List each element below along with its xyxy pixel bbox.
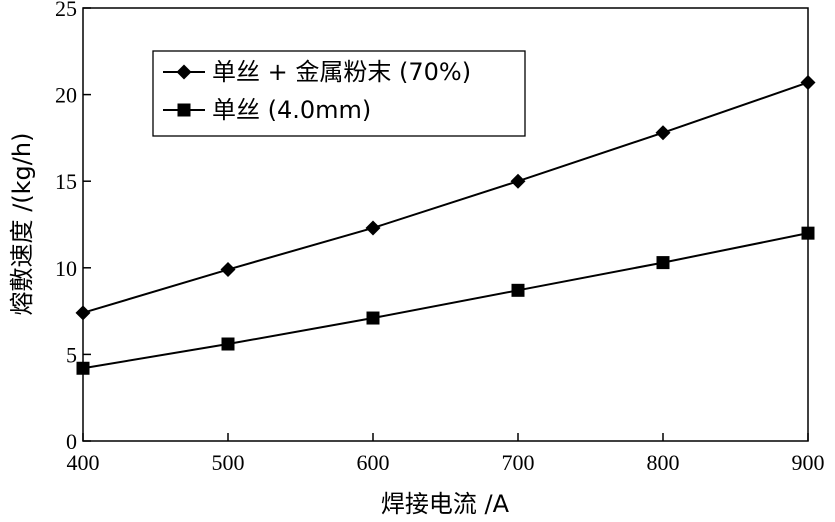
y-axis-title: 熔敷速度 /(kg/h) xyxy=(8,133,36,316)
x-tick-label: 500 xyxy=(212,450,245,475)
y-tick-label: 15 xyxy=(55,169,77,194)
plot-frame xyxy=(82,7,809,442)
data-point-square xyxy=(656,256,670,270)
data-point-square xyxy=(801,226,815,240)
x-tick-label: 600 xyxy=(357,450,390,475)
data-point-square xyxy=(76,361,90,375)
data-point-square xyxy=(366,311,380,325)
y-tick-label: 25 xyxy=(55,0,77,21)
y-tick-label: 10 xyxy=(55,256,77,281)
series-layer xyxy=(75,74,816,375)
x-tick-label: 800 xyxy=(647,450,680,475)
legend-label: 单丝 (4.0mm) xyxy=(212,96,371,124)
data-point-square xyxy=(221,337,235,351)
y-tick-label: 5 xyxy=(66,342,77,367)
x-axis-ticks: 400 500 600 700 800 900 xyxy=(67,433,825,475)
y-axis-ticks: 0 5 10 15 20 25 xyxy=(55,0,91,454)
data-point-diamond xyxy=(220,262,236,278)
x-axis-title: 焊接电流 /A xyxy=(381,490,510,518)
series-line-2 xyxy=(82,232,809,370)
data-point-square xyxy=(511,283,525,297)
data-point-diamond xyxy=(800,74,816,90)
legend-marker-square xyxy=(177,103,191,117)
y-tick-label: 0 xyxy=(66,429,77,454)
legend: 单丝 + 金属粉末 (70%) 单丝 (4.0mm) xyxy=(152,50,526,137)
legend-box xyxy=(152,50,526,137)
y-tick-label: 20 xyxy=(55,83,77,108)
legend-marker-diamond xyxy=(176,64,192,80)
x-tick-label: 900 xyxy=(792,450,825,475)
data-point-diamond xyxy=(365,220,381,236)
data-point-diamond xyxy=(75,305,91,321)
data-point-diamond xyxy=(510,173,526,189)
legend-label: 单丝 + 金属粉末 (70%) xyxy=(212,58,471,86)
x-tick-label: 400 xyxy=(67,450,100,475)
x-tick-label: 700 xyxy=(502,450,535,475)
series-line-1 xyxy=(82,81,809,314)
data-point-diamond xyxy=(655,125,671,141)
